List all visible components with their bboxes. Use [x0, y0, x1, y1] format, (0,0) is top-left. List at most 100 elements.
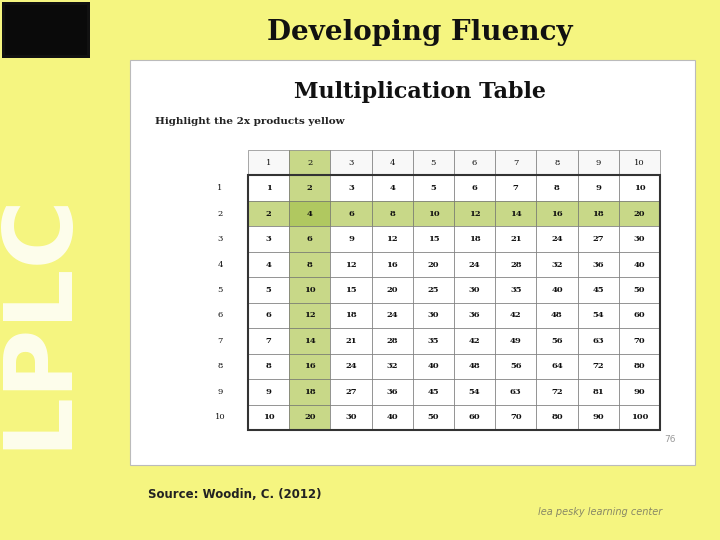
Text: 14: 14: [510, 210, 522, 218]
Text: 2: 2: [307, 159, 312, 167]
Text: 24: 24: [469, 260, 480, 268]
Bar: [248, 150, 289, 176]
Text: 5: 5: [431, 184, 436, 192]
Bar: [536, 404, 577, 430]
Text: 3: 3: [266, 235, 271, 243]
Text: 3: 3: [348, 159, 354, 167]
Bar: [330, 201, 372, 226]
Text: 8: 8: [217, 362, 222, 370]
Bar: [248, 226, 289, 252]
Bar: [495, 150, 536, 176]
Bar: [536, 176, 577, 201]
Text: 40: 40: [552, 286, 563, 294]
Text: 35: 35: [428, 337, 439, 345]
Bar: [536, 379, 577, 404]
Bar: [330, 404, 372, 430]
Text: LPLC: LPLC: [0, 191, 84, 449]
Text: 24: 24: [552, 235, 563, 243]
Bar: [289, 201, 330, 226]
Text: 60: 60: [469, 413, 480, 421]
Bar: [289, 176, 330, 201]
Bar: [330, 150, 372, 176]
Bar: [372, 201, 413, 226]
Bar: [618, 354, 660, 379]
Text: 18: 18: [304, 388, 315, 396]
Bar: [330, 303, 372, 328]
Bar: [618, 277, 660, 303]
Text: 70: 70: [634, 337, 645, 345]
Bar: [454, 404, 495, 430]
Bar: [454, 176, 495, 201]
Bar: [413, 201, 454, 226]
Text: 80: 80: [552, 413, 563, 421]
Bar: [577, 303, 618, 328]
Bar: [536, 201, 577, 226]
Text: 90: 90: [593, 413, 604, 421]
Text: 56: 56: [510, 362, 521, 370]
Text: 15: 15: [345, 286, 357, 294]
Text: 6: 6: [472, 184, 477, 192]
Bar: [248, 303, 289, 328]
Text: Multiplication Table: Multiplication Table: [294, 81, 546, 103]
Bar: [618, 379, 660, 404]
Text: 30: 30: [428, 312, 439, 320]
Bar: [577, 328, 618, 354]
Text: 4: 4: [307, 210, 312, 218]
Bar: [536, 277, 577, 303]
Text: 40: 40: [428, 362, 439, 370]
Text: 54: 54: [593, 312, 604, 320]
Bar: [289, 328, 330, 354]
Text: 4: 4: [390, 184, 395, 192]
Bar: [577, 150, 618, 176]
Bar: [454, 226, 495, 252]
Bar: [618, 176, 660, 201]
Text: 63: 63: [510, 388, 521, 396]
Text: 6: 6: [217, 312, 222, 320]
Text: 3: 3: [348, 184, 354, 192]
Bar: [618, 303, 660, 328]
Bar: [413, 404, 454, 430]
Text: 40: 40: [387, 413, 398, 421]
Bar: [454, 277, 495, 303]
Bar: [536, 252, 577, 277]
Bar: [248, 252, 289, 277]
Text: 6: 6: [266, 312, 271, 320]
Text: 24: 24: [387, 312, 398, 320]
Text: 2: 2: [217, 210, 222, 218]
Bar: [454, 303, 495, 328]
Text: 9: 9: [595, 159, 601, 167]
Text: 9: 9: [595, 184, 601, 192]
Bar: [577, 354, 618, 379]
Text: 90: 90: [634, 388, 645, 396]
Text: 8: 8: [554, 159, 559, 167]
Text: 32: 32: [387, 362, 398, 370]
Text: 12: 12: [387, 235, 398, 243]
Text: 10: 10: [428, 210, 439, 218]
Text: Source: Woodin, C. (2012): Source: Woodin, C. (2012): [148, 489, 322, 502]
Text: 6: 6: [307, 235, 312, 243]
Text: 36: 36: [593, 260, 604, 268]
Text: 36: 36: [387, 388, 398, 396]
Text: 20: 20: [387, 286, 398, 294]
Bar: [372, 176, 413, 201]
Bar: [413, 328, 454, 354]
Bar: [413, 176, 454, 201]
Bar: [413, 303, 454, 328]
Bar: [372, 303, 413, 328]
Bar: [454, 379, 495, 404]
Text: 10: 10: [304, 286, 315, 294]
Bar: [618, 328, 660, 354]
Bar: [495, 277, 536, 303]
Bar: [536, 226, 577, 252]
Bar: [289, 354, 330, 379]
Text: 27: 27: [345, 388, 357, 396]
Bar: [454, 354, 495, 379]
Bar: [248, 354, 289, 379]
Bar: [577, 226, 618, 252]
Bar: [413, 379, 454, 404]
Bar: [577, 379, 618, 404]
Text: 54: 54: [469, 388, 480, 396]
Text: 72: 72: [552, 388, 563, 396]
Text: 20: 20: [304, 413, 315, 421]
Text: 7: 7: [217, 337, 222, 345]
